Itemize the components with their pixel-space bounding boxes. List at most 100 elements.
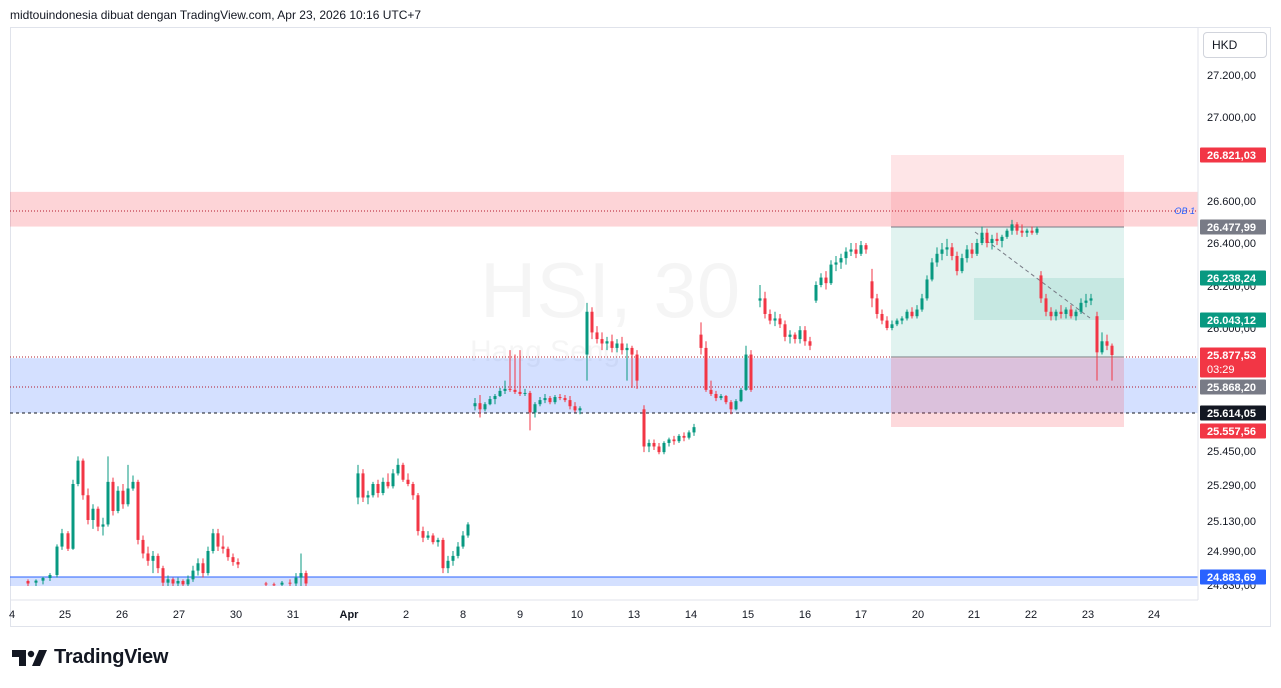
candle-body[interactable] [493,396,497,400]
candle-body[interactable] [699,334,703,348]
candle-body[interactable] [595,332,599,340]
candle-body[interactable] [513,389,517,392]
candle-body[interactable] [431,535,435,543]
candle-body[interactable] [1110,345,1114,355]
candle-body[interactable] [60,533,64,547]
candle-body[interactable] [563,398,567,401]
candle-body[interactable] [682,435,686,438]
candle-body[interactable] [1054,311,1058,317]
candle-body[interactable] [849,249,853,252]
candle-body[interactable] [206,551,210,574]
candle-body[interactable] [1095,316,1099,353]
candle-body[interactable] [960,258,964,272]
candle-body[interactable] [739,389,743,402]
candle-body[interactable] [451,555,455,561]
candle-body[interactable] [1039,275,1043,299]
candle-body[interactable] [635,354,639,381]
candle-body[interactable] [768,313,772,321]
candle-body[interactable] [161,568,165,583]
candle-body[interactable] [1030,230,1034,233]
currency-selector[interactable]: HKD [1203,32,1267,58]
candle-body[interactable] [361,473,365,498]
candle-body[interactable] [965,249,969,259]
candle-body[interactable] [687,432,691,438]
candle-body[interactable] [990,238,994,243]
candle-body[interactable] [538,400,542,405]
candle-body[interactable] [950,247,954,256]
candle-body[interactable] [749,354,753,390]
candle-body[interactable] [523,392,527,394]
candle-body[interactable] [304,573,308,584]
candle-body[interactable] [945,247,949,250]
candle-body[interactable] [955,255,959,272]
candle-body[interactable] [406,479,410,484]
candle-body[interactable] [1064,309,1068,314]
candle-body[interactable] [466,524,470,536]
candle-body[interactable] [985,232,989,243]
candle-body[interactable] [171,579,175,584]
candle-body[interactable] [166,579,170,583]
candle-body[interactable] [1005,230,1009,237]
candle-body[interactable] [71,484,75,549]
candle-body[interactable] [905,311,909,319]
candle-body[interactable] [141,539,145,554]
candle-body[interactable] [590,311,594,333]
candle-body[interactable] [895,320,899,325]
candle-body[interactable] [834,262,838,265]
candle-body[interactable] [376,484,380,493]
candle-body[interactable] [456,546,460,556]
candle-body[interactable] [652,442,656,447]
candle-body[interactable] [970,249,974,254]
candle-body[interactable] [783,324,787,337]
candle-body[interactable] [76,460,80,484]
candle-body[interactable] [870,281,874,299]
candle-body[interactable] [573,406,577,411]
candle-body[interactable] [1035,228,1039,233]
candle-body[interactable] [692,427,696,433]
candle-body[interactable] [854,249,858,254]
candle-body[interactable] [55,546,59,576]
candle-body[interactable] [553,397,557,403]
candle-body[interactable] [744,354,748,390]
candle-body[interactable] [416,495,420,532]
candle-body[interactable] [294,577,298,584]
candle-body[interactable] [543,398,547,401]
candle-body[interactable] [436,539,440,543]
candle-body[interactable] [503,388,507,391]
candle-body[interactable] [930,262,934,280]
candle-body[interactable] [625,347,629,351]
candle-body[interactable] [662,442,666,453]
candle-body[interactable] [890,324,894,328]
candle-body[interactable] [839,258,843,263]
candle-body[interactable] [151,555,155,561]
candle-body[interactable] [41,578,45,581]
candle-body[interactable] [885,320,889,328]
candle-body[interactable] [824,277,828,284]
candle-body[interactable] [773,318,777,321]
candle-body[interactable] [473,403,477,407]
candle-body[interactable] [829,264,833,284]
candle-body[interactable] [1084,300,1088,303]
candle-body[interactable] [86,495,90,520]
candle-body[interactable] [935,253,939,263]
candle-body[interactable] [920,298,924,310]
candle-body[interactable] [181,581,185,585]
candle-body[interactable] [859,245,863,254]
candle-body[interactable] [1105,341,1109,346]
candle-body[interactable] [366,495,370,498]
candle-body[interactable] [231,557,235,563]
candle-body[interactable] [236,562,240,565]
candle-body[interactable] [814,285,818,301]
candle-body[interactable] [864,245,868,250]
candle-body[interactable] [498,390,502,397]
candle-body[interactable] [1015,224,1019,231]
candle-body[interactable] [975,243,979,254]
candle-body[interactable] [803,330,807,342]
candle-body[interactable] [176,581,180,584]
candle-body[interactable] [880,313,884,321]
candle-body[interactable] [101,524,105,527]
candle-body[interactable] [272,584,276,586]
candle-body[interactable] [778,318,782,325]
candle-body[interactable] [793,334,797,340]
candle-body[interactable] [1100,341,1104,353]
